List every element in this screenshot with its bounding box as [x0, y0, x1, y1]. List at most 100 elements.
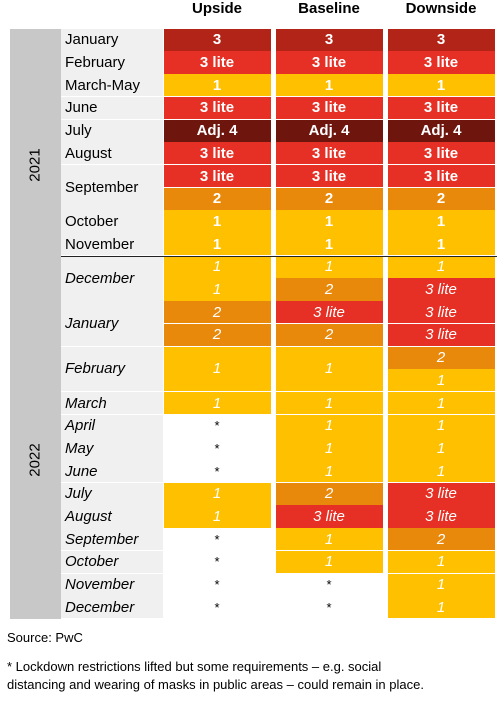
cell-downside: 3 lite — [387, 505, 495, 528]
cell-upside: 3 lite — [163, 96, 271, 120]
cell-upside: 2 — [163, 323, 271, 347]
cell-downside: 1 — [387, 573, 495, 596]
cell-baseline: * — [275, 596, 383, 619]
row-background — [61, 210, 163, 233]
row-background — [61, 346, 163, 392]
year-block-2022 — [10, 300, 61, 619]
cell-upside: Adj. 4 — [163, 119, 271, 142]
cell-downside: 1 — [387, 210, 495, 233]
month-label: August — [65, 508, 112, 526]
row-background — [61, 414, 163, 437]
year-label-2022: 2022 — [26, 443, 44, 477]
row-background — [61, 301, 163, 347]
month-label: April — [65, 417, 96, 435]
month-label: June — [65, 99, 98, 117]
cell-baseline: 3 lite — [275, 96, 383, 120]
cell-upside: 3 — [163, 28, 271, 51]
row-background — [61, 460, 163, 483]
cell-upside: 2 — [163, 187, 271, 210]
row-background — [61, 482, 163, 505]
cell-baseline: 3 lite — [275, 301, 383, 324]
month-label: May — [65, 439, 94, 457]
month-label: August — [65, 144, 112, 162]
cell-downside: Adj. 4 — [387, 119, 495, 142]
column-header-upside: Upside — [191, 0, 242, 17]
cell-baseline: 3 lite — [275, 142, 383, 165]
cell-upside: 1 — [163, 255, 271, 278]
cell-downside: 3 lite — [387, 323, 495, 347]
source-note: Source: PwC — [7, 630, 83, 645]
cell-baseline: 1 — [275, 74, 383, 97]
cell-baseline: 2 — [275, 278, 383, 301]
cell-upside: 1 — [163, 391, 271, 415]
cell-baseline: * — [275, 573, 383, 596]
cell-upside: 1 — [163, 482, 271, 505]
month-label: November — [65, 235, 135, 253]
cell-upside: 3 lite — [163, 51, 271, 74]
footnote-line-2: distancing and wearing of masks in publi… — [7, 677, 424, 692]
month-label: December — [65, 269, 135, 287]
cell-upside: 1 — [163, 210, 271, 233]
cell-baseline: 1 — [275, 550, 383, 574]
month-label: October — [65, 212, 119, 230]
month-label: June — [65, 462, 98, 480]
cell-downside: 1 — [387, 369, 495, 392]
row-background — [61, 550, 163, 574]
cell-baseline: 1 — [275, 460, 383, 483]
month-label: February — [65, 360, 126, 378]
month-label: October — [65, 553, 119, 571]
cell-upside: * — [163, 437, 271, 460]
cell-baseline: 1 — [275, 528, 383, 551]
cell-downside: 1 — [387, 437, 495, 460]
month-label: December — [65, 598, 135, 616]
cell-baseline: Adj. 4 — [275, 119, 383, 142]
cell-downside: 1 — [387, 255, 495, 278]
cell-downside: 1 — [387, 460, 495, 483]
row-background — [61, 437, 163, 460]
cell-downside: 1 — [387, 596, 495, 619]
cell-downside: 1 — [387, 391, 495, 415]
cell-baseline: 1 — [275, 346, 383, 392]
row-background — [61, 573, 163, 596]
cell-downside: 2 — [387, 528, 495, 551]
cell-upside: 2 — [163, 301, 271, 324]
cell-baseline: 1 — [275, 233, 383, 256]
cell-downside: 1 — [387, 233, 495, 256]
cell-upside: 1 — [163, 74, 271, 97]
row-background — [61, 119, 163, 142]
cell-baseline: 3 lite — [275, 51, 383, 74]
cell-upside: * — [163, 550, 271, 574]
row-background — [61, 596, 163, 619]
cell-downside: 2 — [387, 187, 495, 210]
cell-upside: * — [163, 414, 271, 437]
cell-downside: 2 — [387, 346, 495, 369]
column-header-baseline: Baseline — [298, 0, 360, 17]
december-separator — [61, 255, 497, 257]
row-background — [61, 51, 163, 74]
cell-downside: 1 — [387, 74, 495, 97]
row-background — [61, 164, 163, 210]
month-label: January — [65, 31, 119, 49]
cell-downside: 3 lite — [387, 482, 495, 505]
cell-upside: 3 lite — [163, 164, 271, 188]
cell-upside: 1 — [163, 233, 271, 256]
year-block-2021 — [10, 28, 61, 301]
row-background — [61, 74, 163, 97]
month-label: September — [65, 178, 139, 196]
cell-baseline: 2 — [275, 187, 383, 210]
row-background — [61, 505, 163, 528]
cell-downside: 3 lite — [387, 142, 495, 165]
cell-downside: 3 lite — [387, 96, 495, 120]
row-background — [61, 233, 163, 256]
cell-baseline: 1 — [275, 437, 383, 460]
row-background — [61, 255, 163, 301]
cell-upside: * — [163, 596, 271, 619]
cell-baseline: 2 — [275, 323, 383, 347]
row-background — [61, 142, 163, 165]
month-label: September — [65, 530, 139, 548]
column-header-downside: Downside — [405, 0, 477, 17]
cell-baseline: 1 — [275, 414, 383, 437]
cell-downside: 3 lite — [387, 301, 495, 324]
month-label: July — [65, 485, 92, 503]
month-label: November — [65, 576, 135, 594]
